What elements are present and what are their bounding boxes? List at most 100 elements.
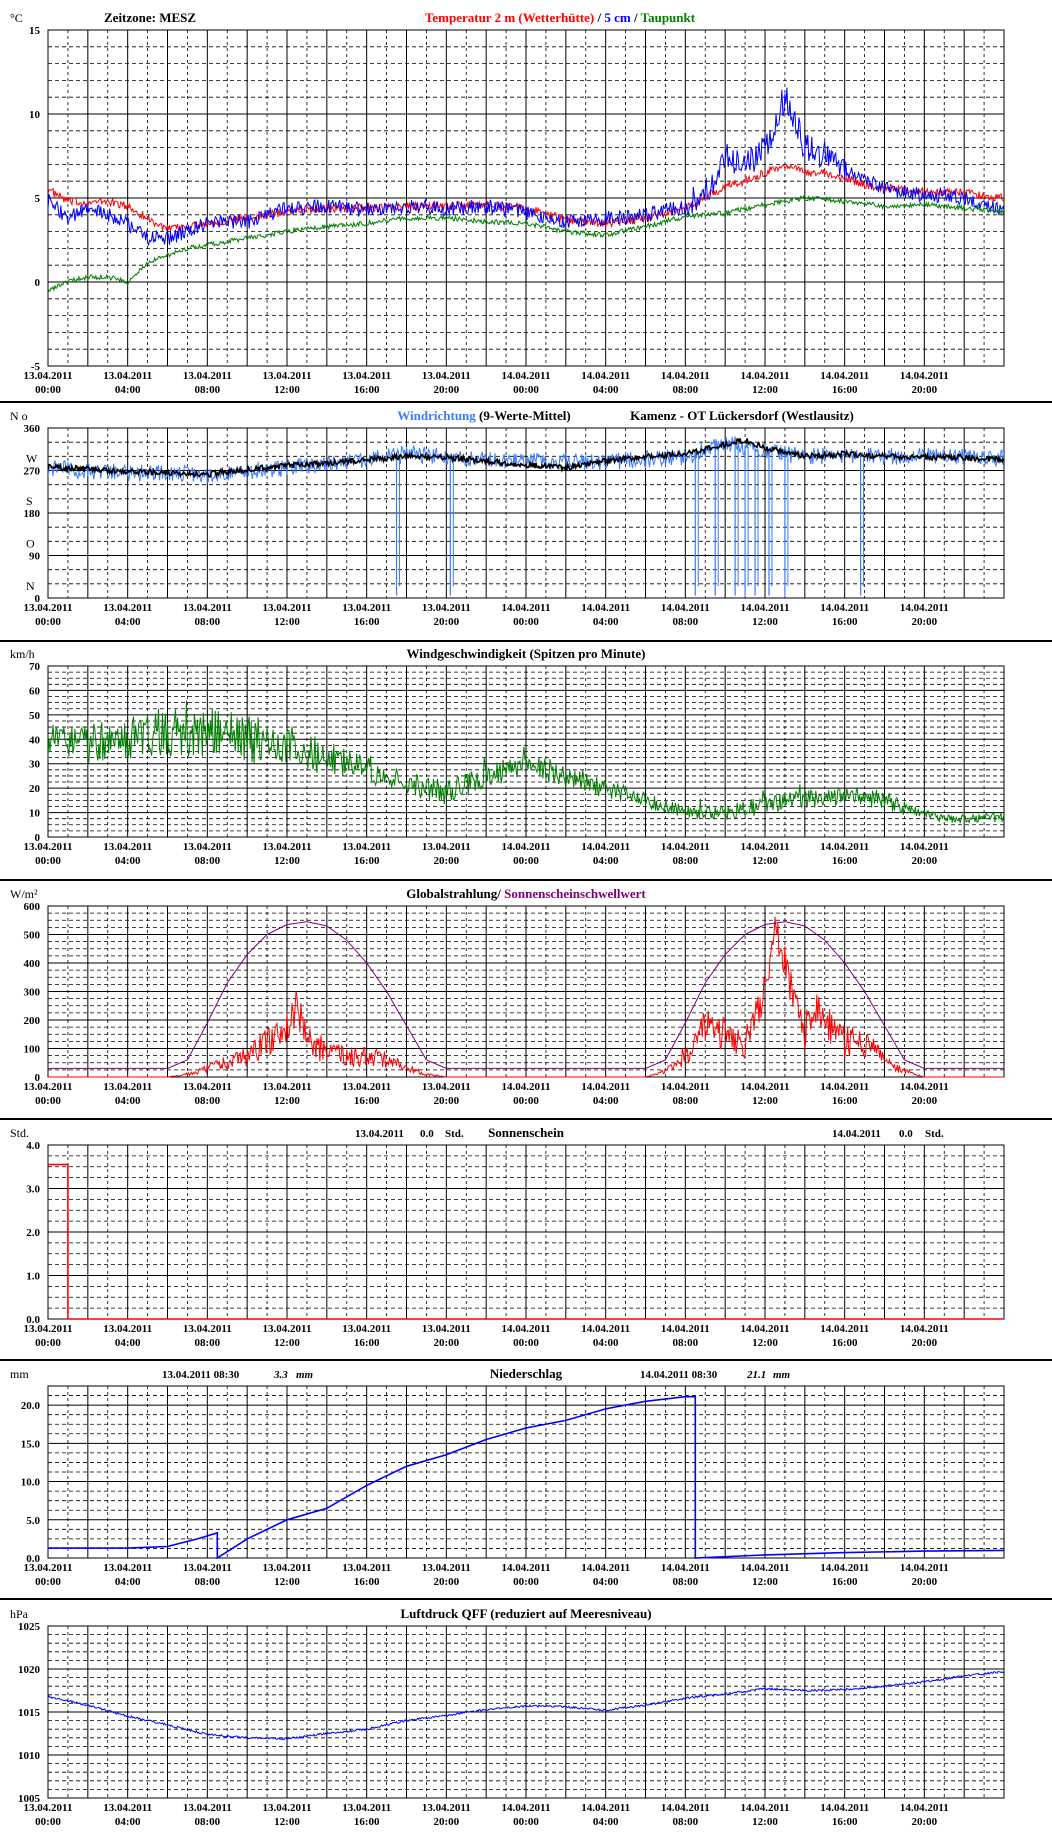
x-tick-time: 00:00 (513, 1095, 539, 1107)
y-tick-label: 50 (29, 710, 41, 722)
x-tick-date: 14.04.2011 (661, 1562, 710, 1574)
x-tick-date: 14.04.2011 (661, 1323, 710, 1335)
y-tick-label: 30 (29, 759, 41, 771)
x-tick-time: 12:00 (274, 1816, 300, 1828)
x-tick-date: 13.04.2011 (342, 1081, 391, 1093)
y-ticks-wind_direction: 360 270 180 90 0 (24, 423, 41, 605)
x-ticks-pressure: 13.04.2011 00:00 13.04.2011 04:00 13.04.2011… (24, 1802, 949, 1828)
title-part: (9-Werte-Mittel) (476, 408, 571, 423)
x-tick-date: 14.04.2011 (661, 841, 710, 853)
x-tick-date: 14.04.2011 (820, 1802, 869, 1814)
x-ticks-temperature: 13.04.2011 00:00 13.04.2011 04:00 13.04.2011… (24, 370, 949, 396)
panel-temperature: 15 10 5 0 -5 13.04.2011 00:00 13.04.2011 04:00 13… (0, 0, 1052, 403)
x-tick-time: 20:00 (433, 384, 459, 396)
panel-wind_speed: 70 60 50 40 30 20 10 0 13.04.2011 00:00 13.04.2011… (0, 642, 1052, 881)
x-tick-time: 04:00 (593, 1576, 619, 1588)
x-tick-date: 14.04.2011 (820, 841, 869, 853)
x-tick-time: 08:00 (672, 616, 698, 628)
daily-unit: mm (296, 1369, 314, 1381)
y-tick-label: 0 (35, 277, 41, 289)
chart-title: Windrichtung (9-Werte-Mittel) (397, 408, 570, 423)
y-tick-label: 10.0 (21, 1477, 41, 1489)
x-tick-time: 16:00 (832, 1337, 858, 1349)
daily-total: 13.04.2011 0.0 Std. (355, 1128, 464, 1140)
series-line (48, 916, 1004, 1078)
x-tick-time: 16:00 (832, 855, 858, 867)
x-tick-date: 13.04.2011 (342, 1562, 391, 1574)
x-tick-date: 14.04.2011 (581, 1562, 630, 1574)
y-tick-label: 15 (29, 25, 41, 37)
x-tick-date: 14.04.2011 (502, 1081, 551, 1093)
x-tick-time: 08:00 (672, 1816, 698, 1828)
x-tick-time: 04:00 (593, 1337, 619, 1349)
x-tick-date: 13.04.2011 (342, 1802, 391, 1814)
x-tick-time: 00:00 (513, 616, 539, 628)
chart-title: Niederschlag (490, 1366, 563, 1381)
x-tick-date: 13.04.2011 (422, 602, 471, 614)
compass-label: N (26, 579, 35, 593)
series-line (48, 1395, 1004, 1559)
x-tick-time: 16:00 (354, 1576, 380, 1588)
x-tick-date: 14.04.2011 (661, 1081, 710, 1093)
x-tick-date: 13.04.2011 (183, 1323, 232, 1335)
y-tick-label: 1015 (18, 1707, 41, 1719)
series-line (48, 700, 1004, 825)
plot-frame (47, 427, 1005, 599)
title-part: / (594, 10, 604, 25)
series-radiation-1 (48, 921, 1004, 1069)
grid-radiation (47, 905, 1005, 1078)
x-tick-date: 13.04.2011 (342, 602, 391, 614)
x-tick-time: 12:00 (752, 1095, 778, 1107)
x-tick-date: 14.04.2011 (900, 370, 949, 382)
chart-title: Windgeschwindigkeit (Spitzen pro Minute) (407, 646, 646, 661)
x-tick-time: 00:00 (35, 855, 61, 867)
station-label: Kamenz - OT Lückersdorf (Westlausitz) (630, 408, 854, 423)
grid-sunshine (47, 1144, 1005, 1320)
y-tick-label: 200 (24, 1015, 41, 1027)
chart-title: Globalstrahlung/ Sonnenscheinschwellwert (406, 886, 646, 901)
x-tick-date: 14.04.2011 (741, 602, 790, 614)
x-ticks-radiation: 13.04.2011 00:00 13.04.2011 04:00 13.04.2011… (24, 1081, 949, 1107)
y-tick-label: 10 (29, 808, 41, 820)
x-tick-date: 14.04.2011 (661, 1802, 710, 1814)
x-tick-time: 08:00 (194, 855, 220, 867)
x-tick-date: 13.04.2011 (183, 1562, 232, 1574)
y-tick-label: 4.0 (26, 1140, 40, 1152)
x-tick-date: 13.04.2011 (183, 602, 232, 614)
y-tick-label: 1010 (18, 1750, 41, 1762)
daily-total: 14.04.2011 0.0 Std. (832, 1128, 944, 1140)
x-tick-date: 13.04.2011 (24, 602, 73, 614)
x-tick-date: 14.04.2011 (581, 370, 630, 382)
x-tick-date: 14.04.2011 (900, 1562, 949, 1574)
x-tick-date: 13.04.2011 (103, 1802, 152, 1814)
x-tick-date: 14.04.2011 (741, 1802, 790, 1814)
x-tick-time: 16:00 (832, 1095, 858, 1107)
y-tick-label: 60 (29, 685, 41, 697)
x-tick-time: 04:00 (115, 384, 141, 396)
x-tick-time: 04:00 (593, 855, 619, 867)
timezone-label: Zeitzone: MESZ (104, 10, 196, 25)
x-tick-time: 04:00 (593, 616, 619, 628)
x-tick-time: 00:00 (35, 1576, 61, 1588)
x-tick-date: 13.04.2011 (422, 1081, 471, 1093)
x-tick-date: 13.04.2011 (263, 841, 312, 853)
series-line (48, 921, 1004, 1069)
x-tick-time: 08:00 (194, 616, 220, 628)
y-tick-label: 2.0 (26, 1227, 40, 1239)
y-tick-label: 500 (24, 930, 41, 942)
x-tick-time: 08:00 (194, 1816, 220, 1828)
x-tick-date: 13.04.2011 (183, 1802, 232, 1814)
y-ticks-radiation: 600 500 400 300 200 100 0 (24, 901, 41, 1084)
x-tick-date: 13.04.2011 (103, 841, 152, 853)
x-tick-date: 14.04.2011 (741, 1081, 790, 1093)
x-tick-time: 20:00 (911, 1095, 937, 1107)
y-ticks-wind_speed: 70 60 50 40 30 20 10 0 (29, 661, 41, 844)
x-tick-date: 14.04.2011 (581, 1802, 630, 1814)
x-tick-date: 14.04.2011 (502, 602, 551, 614)
x-tick-date: 13.04.2011 (422, 1562, 471, 1574)
y-tick-label: 0 (35, 593, 41, 605)
daily-unit: Std. (925, 1128, 944, 1140)
series-radiation-0 (48, 916, 1004, 1078)
title-part: Globalstrahlung/ (406, 886, 504, 901)
